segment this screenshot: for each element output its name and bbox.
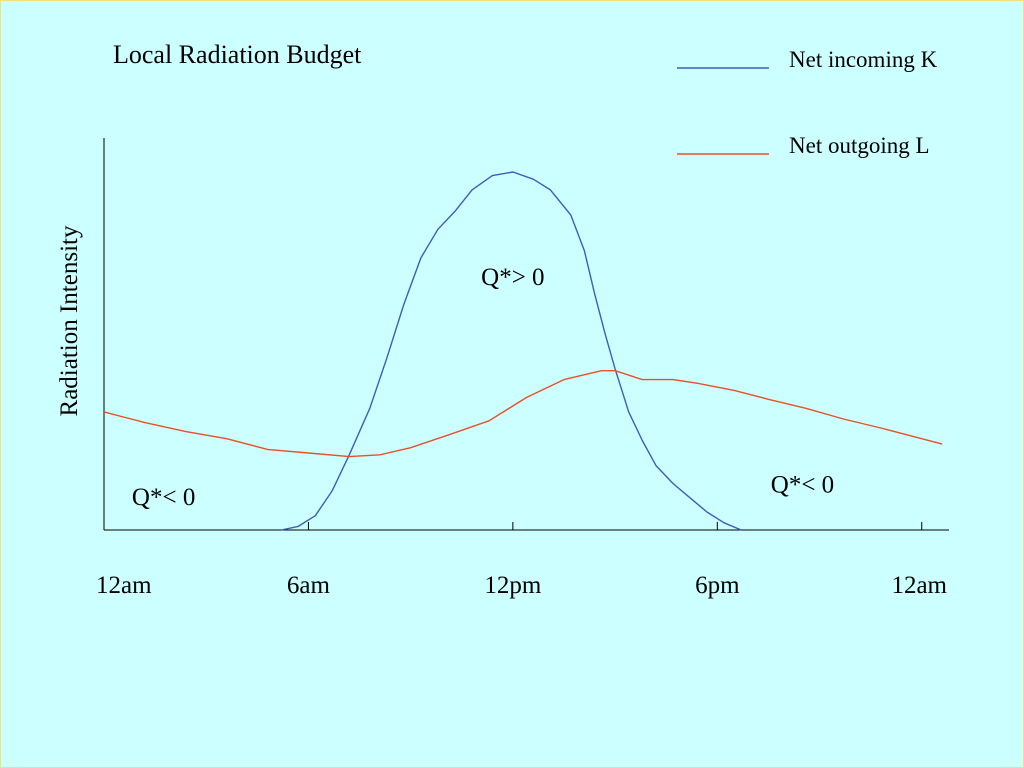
x-tick-label: 12am	[96, 572, 152, 599]
series-net-outgoing-l	[103, 370, 943, 458]
legend: Net incoming K Net outgoing L	[677, 47, 938, 158]
x-ticks: 12am 6am 12pm 6pm 12am	[96, 522, 948, 599]
annotation-label: Q*< 0	[771, 471, 834, 498]
annotations: Q*< 0 Q*> 0 Q*< 0	[132, 264, 834, 511]
series-lines	[103, 171, 943, 531]
x-tick-label: 6am	[287, 572, 331, 599]
x-tick-label: 12pm	[484, 572, 542, 599]
series-net-incoming-k	[281, 171, 742, 531]
annotation-label: Q*> 0	[481, 264, 544, 291]
chart-title: Local Radiation Budget	[113, 40, 362, 69]
legend-label: Net outgoing L	[789, 133, 930, 158]
x-tick-label: 12am	[891, 572, 947, 599]
x-tick-label: 6pm	[695, 572, 740, 599]
annotation-label: Q*< 0	[132, 484, 195, 511]
y-axis-label: Radiation Intensity	[56, 225, 83, 416]
legend-label: Net incoming K	[789, 47, 938, 72]
